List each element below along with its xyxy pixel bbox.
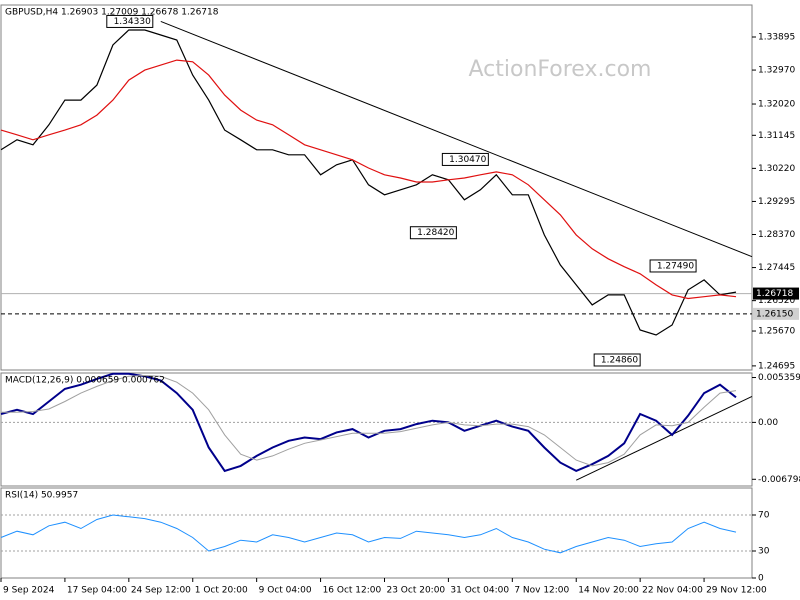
trend-line — [576, 395, 753, 481]
y-tick-label: 1.27445 — [758, 263, 795, 273]
annotation-label: 1.24860 — [601, 355, 638, 365]
series-line — [0, 29, 737, 336]
series-line — [1, 374, 737, 467]
y-tick-label: 1.30220 — [758, 164, 795, 174]
price-label: 1.26150 — [756, 309, 793, 319]
annotation-box — [409, 226, 457, 240]
y-tick-label: 1.25670 — [758, 327, 795, 337]
y-tick-label: 1.33895 — [758, 32, 795, 42]
annotation-box — [441, 152, 489, 166]
x-tick-label: 7 Nov 12:00 — [514, 586, 569, 596]
panel-title: MACD(12,26,9) 0.000659 0.000762 — [5, 376, 165, 386]
y-tick-label: 0.00 — [758, 418, 778, 428]
annotation-label: 1.28420 — [417, 228, 454, 238]
y-tick-label: 1.24695 — [758, 361, 795, 371]
price-box — [753, 287, 799, 300]
annotation-label: 1.34330 — [114, 17, 151, 27]
annotation-box — [106, 14, 154, 28]
y-tick-label: 1.26520 — [758, 296, 795, 306]
x-tick-label: 24 Sep 12:00 — [131, 586, 191, 596]
annotation-label: 1.30470 — [449, 155, 486, 165]
x-tick-label: 16 Oct 12:00 — [323, 586, 382, 596]
annotation-label: 1.27490 — [657, 261, 694, 271]
annotation-box — [593, 353, 641, 367]
x-tick-label: 31 Oct 04:00 — [450, 586, 509, 596]
y-tick-label: 70 — [758, 511, 770, 521]
y-tick-label: -0.006798 — [758, 475, 800, 485]
panel-title: RSI(14) 50.9957 — [5, 491, 78, 501]
y-tick-label: 0.005359 — [758, 373, 800, 383]
y-tick-label: 1.31145 — [758, 131, 795, 141]
series-line — [0, 372, 737, 473]
price-box — [753, 307, 799, 320]
x-tick-label: 9 Sep 2024 — [3, 586, 55, 596]
panel — [0, 487, 753, 579]
y-tick-label: 1.29295 — [758, 197, 795, 207]
x-tick-label: 9 Oct 04:00 — [259, 586, 312, 596]
x-tick-label: 14 Nov 20:00 — [578, 586, 639, 596]
series-line — [0, 514, 737, 554]
x-tick-label: 1 Oct 20:00 — [195, 586, 248, 596]
y-tick-label: 0 — [758, 574, 764, 584]
x-tick-label: 17 Sep 04:00 — [67, 586, 127, 596]
panel — [0, 4, 753, 371]
series-line — [0, 59, 737, 300]
trend-line — [160, 20, 753, 258]
y-tick-label: 1.32020 — [758, 100, 795, 110]
y-tick-label: 1.28370 — [758, 230, 795, 240]
x-tick-label: 29 Nov 12:00 — [706, 586, 767, 596]
price-label: 1.26718 — [756, 289, 793, 299]
y-tick-label: 1.32970 — [758, 66, 795, 76]
y-tick-label: 30 — [758, 547, 770, 557]
x-tick-label: 22 Nov 04:00 — [642, 586, 703, 596]
annotation-box — [649, 259, 697, 273]
watermark: ActionForex.com — [469, 57, 652, 82]
panel-title: GBPUSD,H4 1.26903 1.27009 1.26678 1.2671… — [5, 8, 219, 18]
x-tick-label: 23 Oct 20:00 — [386, 586, 445, 596]
panel — [0, 372, 753, 487]
